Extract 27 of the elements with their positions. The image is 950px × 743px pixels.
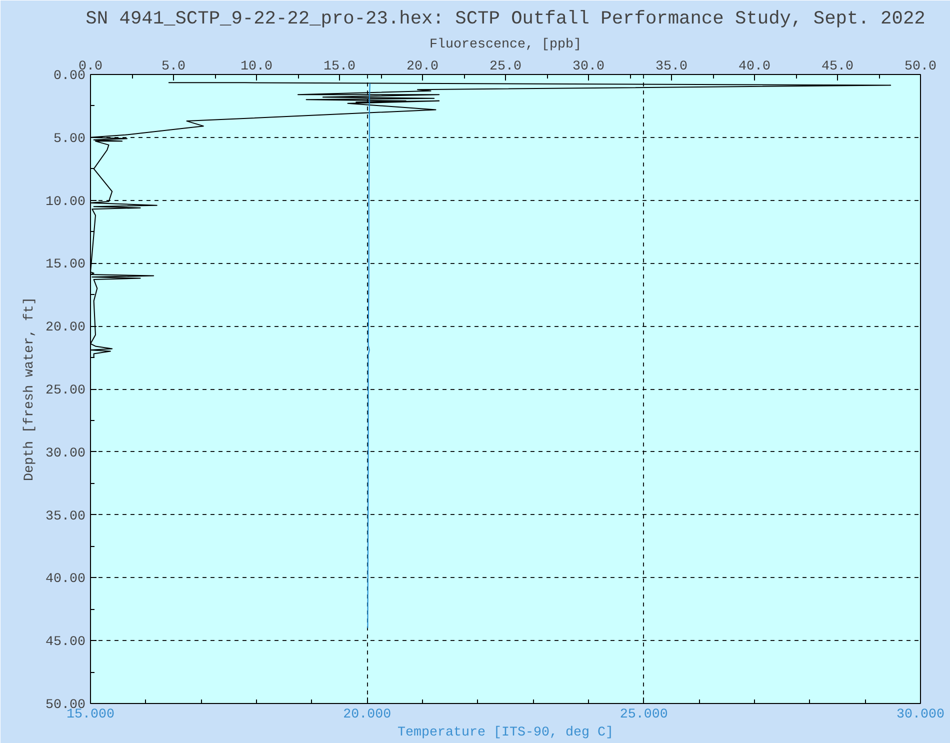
x-tick-label: 25.000 bbox=[620, 708, 668, 722]
x2-tick-label: 35.0 bbox=[656, 60, 688, 74]
x2-axis-title: Fluorescence, [ppb] bbox=[430, 38, 582, 52]
x2-tick-label: 15.0 bbox=[324, 60, 356, 74]
y-tick-label: 10.00 bbox=[46, 194, 86, 210]
x2-tick-label: 25.0 bbox=[490, 60, 522, 74]
y-tick-label: 35.00 bbox=[46, 509, 86, 524]
y-tick-label: 40.00 bbox=[46, 572, 86, 588]
y-tick-label: 5.00 bbox=[54, 132, 86, 147]
y-tick-label: 45.00 bbox=[46, 635, 86, 650]
x2-tick-label: 40.0 bbox=[738, 60, 771, 74]
x-tick-label: 30.000 bbox=[896, 708, 945, 722]
chart-title: SN 4941_SCTP_9-22-22_pro-23.hex: SCTP Outfall Performance Study, Sept. 2022 bbox=[86, 8, 926, 30]
y-tick-label: 15.00 bbox=[46, 258, 86, 273]
x2-tick-label: 50.0 bbox=[904, 60, 937, 74]
x-axis-title: Temperature [ITS-90, deg C] bbox=[398, 726, 614, 740]
y-tick-label: 30.00 bbox=[46, 446, 86, 462]
y-tick-label: 25.00 bbox=[46, 384, 86, 398]
x2-tick-label: 30.0 bbox=[572, 60, 605, 74]
x2-tick-label: 10.0 bbox=[240, 60, 273, 74]
x2-tick-label: 20.0 bbox=[406, 60, 439, 74]
y-tick-label: 20.00 bbox=[46, 320, 86, 336]
y-axis-title: Depth [fresh water, ft] bbox=[22, 297, 38, 481]
x2-tick-label: 45.0 bbox=[822, 60, 854, 74]
x2-tick-label: 5.0 bbox=[162, 60, 186, 74]
line-series bbox=[367, 82, 370, 629]
x-tick-label: 20.000 bbox=[343, 708, 392, 722]
